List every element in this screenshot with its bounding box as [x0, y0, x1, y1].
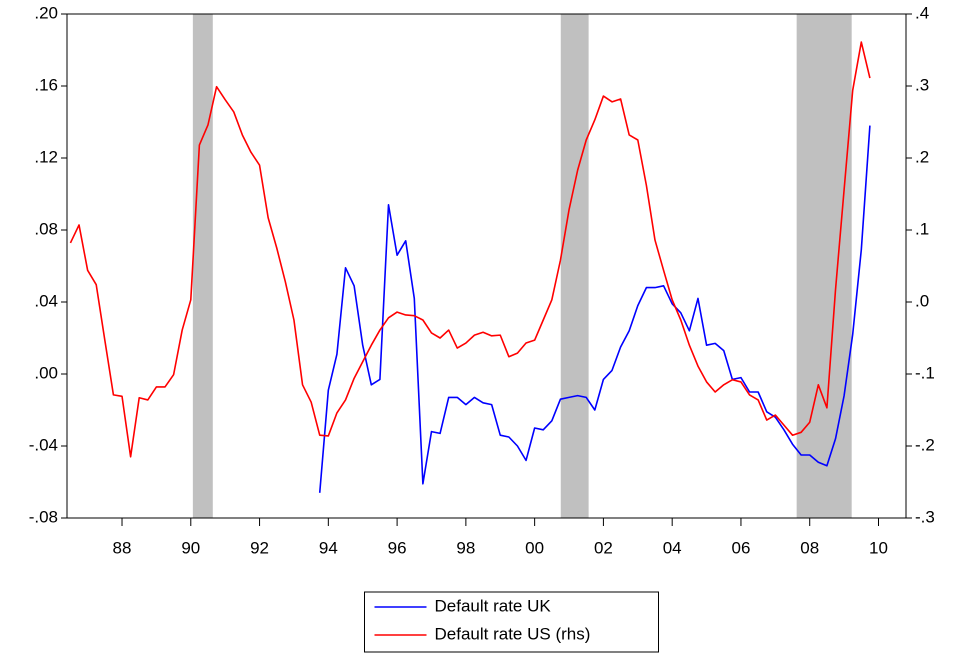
legend-label: Default rate UK: [435, 596, 552, 615]
data-line: [318, 125, 871, 493]
y2-tick-label: -.1: [915, 363, 935, 382]
recession-band: [796, 14, 852, 518]
plot-frame: [66, 13, 907, 519]
x-tick-label: 88: [113, 538, 132, 557]
x-tick-label: 92: [250, 538, 269, 557]
y-tick-label: .20: [34, 3, 58, 22]
y2-tick-label: -.2: [915, 435, 935, 454]
y2-tick-label: -.3: [915, 507, 935, 526]
y-tick-label: -.08: [29, 507, 58, 526]
y-tick-label: .00: [34, 363, 58, 382]
y-tick-label: -.04: [29, 435, 58, 454]
y2-tick-label: .2: [915, 147, 929, 166]
y2-tick-label: .4: [915, 3, 929, 22]
y-tick-label: .16: [34, 75, 58, 94]
x-tick-label: 06: [731, 538, 750, 557]
x-tick-label: 04: [663, 538, 682, 557]
data-line: [69, 41, 871, 458]
x-tick-label: 02: [594, 538, 613, 557]
recession-band: [560, 14, 589, 518]
recession-band: [192, 14, 213, 518]
y-tick-label: .04: [34, 291, 58, 310]
y-tick-label: .12: [34, 147, 58, 166]
x-tick-label: 08: [800, 538, 819, 557]
y2-tick-label: .1: [915, 219, 929, 238]
x-tick-label: 00: [525, 538, 544, 557]
y2-tick-label: .3: [915, 75, 929, 94]
y2-tick-label: .0: [915, 291, 929, 310]
x-tick-label: 98: [456, 538, 475, 557]
legend-box: [364, 591, 659, 653]
y-tick-label: .08: [34, 219, 58, 238]
legend-label: Default rate US (rhs): [435, 624, 591, 643]
x-tick-label: 94: [319, 538, 338, 557]
x-tick-label: 10: [869, 538, 888, 557]
x-tick-label: 90: [181, 538, 200, 557]
x-tick-label: 96: [388, 538, 407, 557]
